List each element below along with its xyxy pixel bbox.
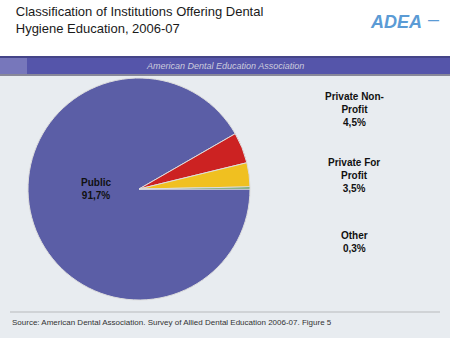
svg-text:Private ForProfit3,5%: Private ForProfit3,5% (328, 157, 380, 194)
svg-text:Other0,3%: Other0,3% (341, 230, 368, 254)
svg-text:Classification of Institutions: Classification of Institutions Offering … (16, 4, 264, 36)
svg-text:American Dental Education Asso: American Dental Education Association (146, 61, 304, 71)
svg-text:Public91,7%: Public91,7% (81, 177, 111, 201)
svg-text:Source: American Dental Associ: Source: American Dental Association. Sur… (12, 318, 332, 327)
svg-text:ADEA: ADEA (370, 12, 422, 32)
svg-text:Private Non-Profit4,5%: Private Non-Profit4,5% (325, 91, 384, 128)
svg-text:—: — (428, 14, 439, 26)
